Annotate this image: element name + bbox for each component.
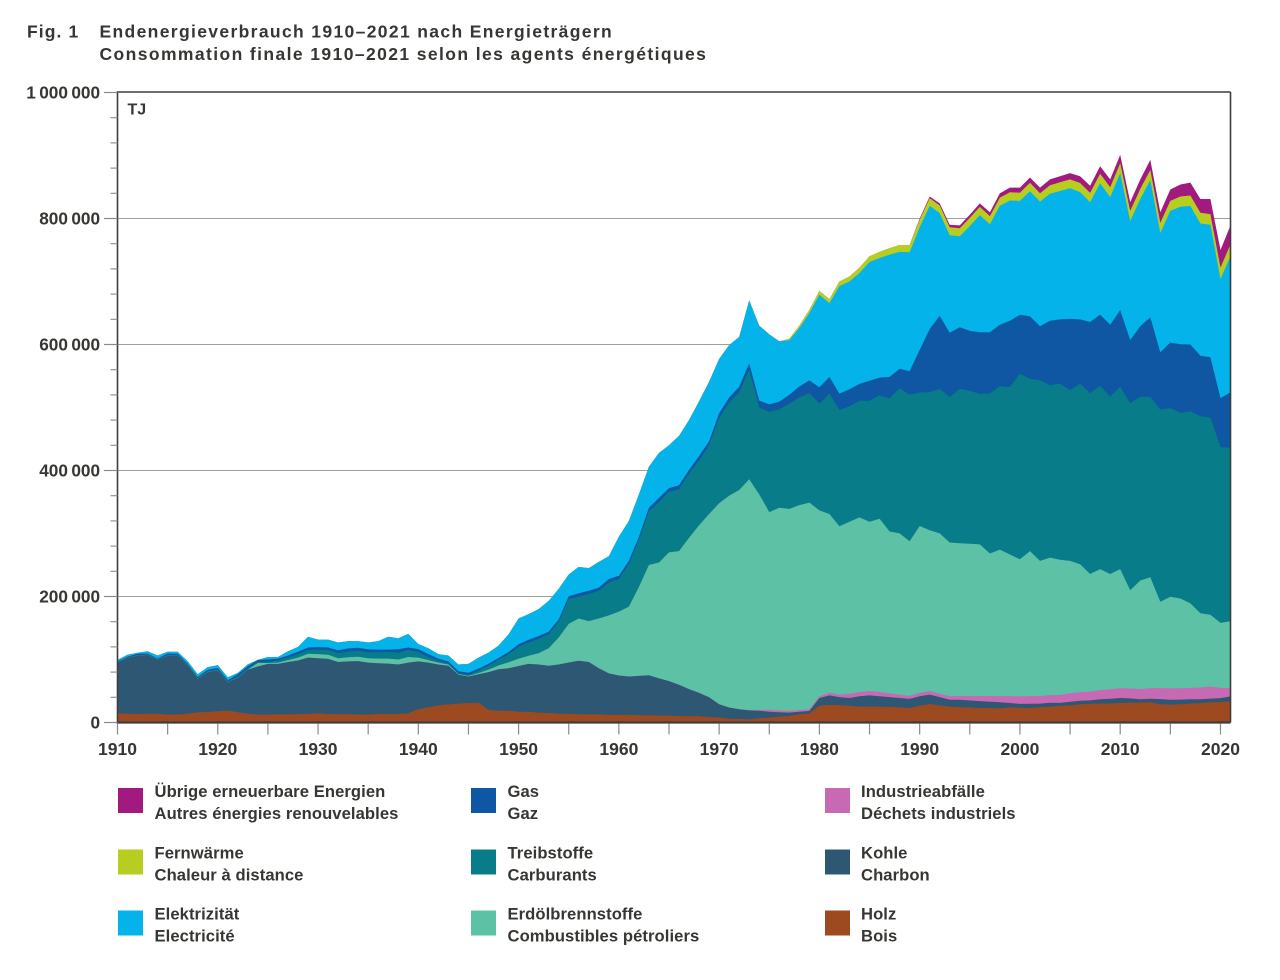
svg-text:Bois: Bois (861, 926, 897, 945)
svg-text:Endenergieverbrauch 1910–2021: Endenergieverbrauch 1910–2021 nach Energ… (100, 22, 614, 42)
svg-text:1990: 1990 (900, 739, 939, 759)
svg-text:Gas: Gas (508, 782, 540, 801)
svg-text:Gaz: Gaz (508, 804, 539, 823)
svg-text:Fernwärme: Fernwärme (155, 844, 244, 863)
svg-text:Autres énergies renouvelables: Autres énergies renouvelables (155, 804, 399, 823)
svg-text:Treibstoffe: Treibstoffe (508, 844, 594, 863)
svg-text:Déchets industriels: Déchets industriels (861, 804, 1016, 823)
svg-text:Kohle: Kohle (861, 844, 908, 863)
svg-text:2020: 2020 (1201, 739, 1240, 759)
svg-text:Charbon: Charbon (861, 865, 930, 884)
svg-text:600 000: 600 000 (39, 334, 100, 354)
svg-text:1 000 000: 1 000 000 (26, 82, 100, 102)
svg-text:Combustibles pétroliers: Combustibles pétroliers (508, 926, 700, 945)
svg-text:1910: 1910 (98, 739, 137, 759)
svg-text:Industrieabfälle: Industrieabfälle (861, 782, 985, 801)
svg-text:200 000: 200 000 (39, 586, 100, 606)
svg-text:2000: 2000 (1000, 739, 1039, 759)
svg-text:400 000: 400 000 (39, 460, 100, 480)
svg-text:Chaleur à distance: Chaleur à distance (155, 865, 304, 884)
svg-text:0: 0 (90, 712, 100, 732)
svg-text:Electricité: Electricité (155, 926, 235, 945)
svg-text:Holz: Holz (861, 905, 896, 924)
svg-text:1980: 1980 (800, 739, 839, 759)
svg-text:800 000: 800 000 (39, 208, 100, 228)
svg-text:Erdölbrennstoffe: Erdölbrennstoffe (508, 905, 643, 924)
svg-text:1960: 1960 (599, 739, 638, 759)
svg-text:1920: 1920 (198, 739, 237, 759)
svg-text:Elektrizität: Elektrizität (155, 905, 240, 924)
svg-text:Consommation finale 1910–2021: Consommation finale 1910–2021 selon les … (100, 44, 708, 64)
svg-text:1970: 1970 (700, 739, 739, 759)
svg-text:1930: 1930 (299, 739, 338, 759)
svg-text:1940: 1940 (399, 739, 438, 759)
svg-text:Übrige erneuerbare Energien: Übrige erneuerbare Energien (155, 782, 386, 801)
svg-text:2010: 2010 (1101, 739, 1140, 759)
svg-text:TJ: TJ (128, 102, 147, 119)
svg-text:1950: 1950 (499, 739, 538, 759)
svg-text:Fig. 1: Fig. 1 (27, 22, 79, 42)
svg-text:Carburants: Carburants (508, 865, 597, 884)
